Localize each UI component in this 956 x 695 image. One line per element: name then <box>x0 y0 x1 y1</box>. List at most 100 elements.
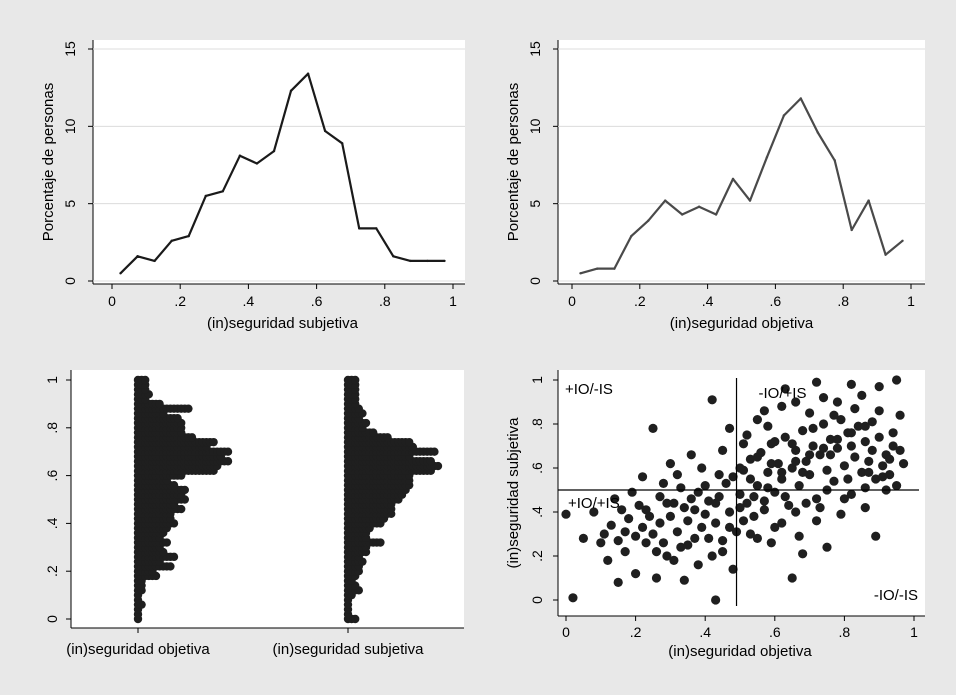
scatter-point <box>690 533 700 544</box>
scatter-point <box>787 573 797 583</box>
y-tick-label: .4 <box>529 506 545 518</box>
scatter-point <box>892 375 902 385</box>
x-tick-label: .4 <box>243 293 255 309</box>
scatter-point <box>770 522 780 533</box>
scatter-point <box>596 538 606 548</box>
scatter-point <box>829 476 839 486</box>
scatter-point <box>805 408 815 418</box>
scatter-point <box>815 503 825 513</box>
scatter-point <box>742 430 752 440</box>
data-point <box>680 213 684 216</box>
scatter-point <box>857 467 867 477</box>
y-tick-label: 0 <box>62 277 78 285</box>
scatter-point <box>791 456 801 466</box>
scatter-point <box>651 547 662 557</box>
scatter-point <box>798 467 808 477</box>
scatter-point <box>704 496 714 506</box>
dot <box>223 457 233 466</box>
scatter-point <box>825 450 836 460</box>
dot <box>162 538 171 547</box>
scatter-point <box>829 410 839 420</box>
scatter-point <box>860 503 870 513</box>
x-tick-label: .8 <box>379 293 391 309</box>
data-point <box>833 159 836 162</box>
x-axis-title: (in)seguridad objetiva <box>670 315 814 332</box>
scatter-point <box>662 498 672 508</box>
data-point <box>630 234 633 238</box>
scatter-point <box>773 459 783 469</box>
scatter-point <box>679 503 689 513</box>
series-line <box>119 72 445 275</box>
data-point <box>782 114 786 117</box>
scatter-point <box>846 489 856 499</box>
scatter-point <box>832 434 843 444</box>
scatter-point <box>839 494 850 504</box>
scatter-point <box>613 577 623 588</box>
scatter-point <box>839 461 850 471</box>
x-tick-label: 1 <box>910 624 918 640</box>
data-point <box>392 255 395 258</box>
scatter-point <box>857 390 867 400</box>
scatter-point <box>770 437 780 447</box>
scatter-point <box>759 505 769 515</box>
y-tick-label: 0 <box>44 615 60 623</box>
scatter-point <box>867 445 877 455</box>
scatter-point <box>665 459 676 469</box>
scatter-point <box>752 481 763 491</box>
x-tick-label: .6 <box>770 293 782 309</box>
scatter-point <box>777 401 787 411</box>
scatter-point <box>832 443 843 453</box>
scatter-point <box>846 428 856 438</box>
x-tick-label: .2 <box>634 293 646 309</box>
scatter-point <box>697 522 707 533</box>
dot <box>187 433 197 442</box>
dot <box>209 437 218 447</box>
x-category-label: (in)seguridad subjetiva <box>273 641 425 658</box>
quadrant-label: -IO/+IS <box>759 385 807 402</box>
scatter-point <box>871 531 881 541</box>
scatter-point <box>822 465 832 475</box>
scatter-point <box>752 533 763 544</box>
x-tick-label: 1 <box>907 293 915 309</box>
data-point <box>850 228 853 232</box>
data-point <box>289 89 293 92</box>
scatter-point <box>805 450 815 460</box>
scatter-point <box>686 450 696 460</box>
x-tick-label: 0 <box>108 293 116 309</box>
scatter-point <box>818 419 829 429</box>
data-point <box>221 190 225 193</box>
scatter-point <box>620 547 630 557</box>
data-point <box>426 259 429 263</box>
scatter-point <box>853 421 863 431</box>
scatter-point <box>759 496 769 506</box>
data-point <box>375 227 378 230</box>
scatter-point <box>669 498 679 508</box>
scatter-point <box>718 536 728 546</box>
scatter-point <box>888 441 898 451</box>
scatter-point <box>745 454 756 464</box>
x-tick-label: .2 <box>174 293 186 309</box>
scatter-point <box>749 511 759 521</box>
scatter-point <box>648 529 658 539</box>
y-tick-label: .8 <box>44 422 60 434</box>
y-tick-label: .8 <box>529 418 545 430</box>
y-tick-label: .6 <box>529 462 545 474</box>
scatter-point <box>749 492 759 502</box>
dot <box>351 375 360 385</box>
scatter-point <box>818 393 829 403</box>
plot-area <box>93 40 465 284</box>
data-point <box>901 239 904 242</box>
dot <box>141 375 150 385</box>
scatter-point <box>669 555 679 566</box>
y-tick-label: 15 <box>527 41 543 57</box>
scatter-point <box>846 379 856 389</box>
data-point <box>579 272 582 275</box>
scatter-point <box>707 395 717 405</box>
y-axis-title: Porcentaje de personas <box>40 83 57 241</box>
scatter-point <box>766 538 776 548</box>
data-point <box>306 72 310 75</box>
scatter-point <box>871 474 881 484</box>
data-point <box>136 255 139 258</box>
dot <box>169 552 179 562</box>
scatter-point <box>714 470 724 480</box>
